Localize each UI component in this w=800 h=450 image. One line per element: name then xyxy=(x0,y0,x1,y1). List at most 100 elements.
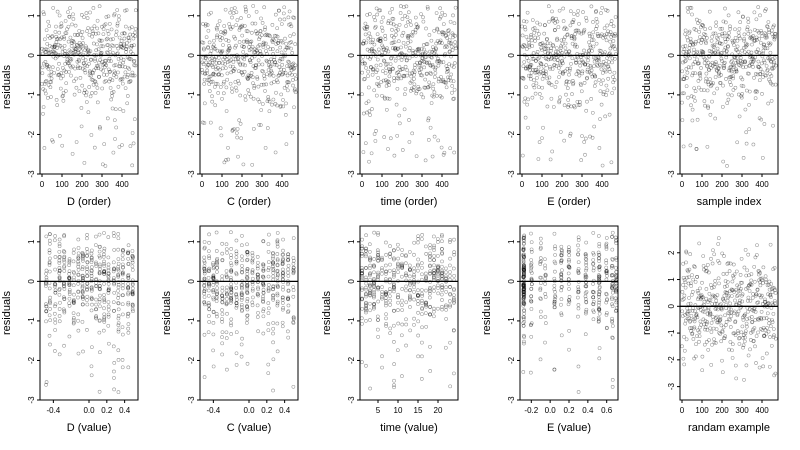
data-point xyxy=(428,289,432,293)
data-point xyxy=(367,12,372,16)
data-point xyxy=(256,287,260,291)
data-point xyxy=(521,256,526,261)
data-point xyxy=(206,282,211,286)
data-point xyxy=(698,319,703,324)
data-point xyxy=(716,320,721,325)
data-point xyxy=(94,277,99,281)
data-point xyxy=(132,63,137,68)
data-point xyxy=(212,85,217,89)
data-point xyxy=(224,247,229,251)
data-point xyxy=(214,67,219,72)
data-point xyxy=(400,261,404,266)
data-point xyxy=(521,293,526,298)
data-point xyxy=(744,141,749,146)
data-point xyxy=(376,230,380,235)
data-point xyxy=(538,42,542,47)
data-point xyxy=(80,285,85,290)
data-point xyxy=(772,266,777,270)
data-point xyxy=(76,328,81,333)
data-point xyxy=(220,335,224,339)
data-point xyxy=(735,48,739,52)
data-point xyxy=(245,267,250,272)
data-point xyxy=(261,263,266,268)
data-point xyxy=(245,304,249,308)
data-point xyxy=(290,51,295,55)
data-point xyxy=(522,43,526,47)
data-point xyxy=(286,297,290,301)
data-point xyxy=(120,302,125,307)
data-point xyxy=(62,295,66,300)
data-point xyxy=(521,300,526,305)
data-point xyxy=(587,31,592,36)
data-point xyxy=(375,314,380,319)
data-point xyxy=(545,76,550,81)
data-point xyxy=(392,281,396,286)
data-point xyxy=(567,245,571,249)
data-point xyxy=(219,133,224,138)
data-point xyxy=(586,58,590,63)
data-point xyxy=(291,269,296,273)
data-point xyxy=(71,283,76,288)
data-point xyxy=(705,262,710,267)
data-point xyxy=(694,334,699,338)
data-point xyxy=(771,62,776,67)
data-point xyxy=(267,109,272,114)
data-point xyxy=(112,376,116,380)
data-point xyxy=(372,264,376,268)
data-point xyxy=(773,34,777,39)
data-point xyxy=(239,292,244,297)
data-point xyxy=(206,267,211,272)
data-point xyxy=(259,108,264,112)
data-point xyxy=(420,56,425,60)
data-point xyxy=(411,88,416,92)
data-point xyxy=(245,283,250,288)
data-point xyxy=(452,288,456,293)
data-point xyxy=(726,317,731,322)
data-point xyxy=(432,90,437,95)
data-point xyxy=(281,256,285,261)
data-point xyxy=(770,301,774,306)
data-point xyxy=(726,295,730,300)
data-point xyxy=(264,72,269,77)
data-point xyxy=(407,56,412,60)
data-point xyxy=(521,290,526,294)
data-point xyxy=(206,301,211,305)
data-point xyxy=(728,301,733,306)
data-point xyxy=(604,38,609,43)
data-point xyxy=(268,64,273,69)
data-point xyxy=(211,364,216,369)
data-point xyxy=(731,74,736,78)
data-point xyxy=(392,270,396,275)
data-point xyxy=(44,382,48,387)
data-point xyxy=(736,30,741,35)
data-point xyxy=(376,287,380,292)
data-point xyxy=(740,77,745,82)
data-point xyxy=(78,32,83,37)
data-point xyxy=(379,25,384,30)
data-point xyxy=(689,94,694,99)
data-point xyxy=(707,298,712,303)
data-point xyxy=(597,298,602,303)
data-point xyxy=(614,281,618,286)
data-point xyxy=(582,81,587,85)
data-point xyxy=(576,238,581,242)
data-point xyxy=(404,288,408,293)
data-point xyxy=(432,134,437,139)
data-point xyxy=(521,255,526,260)
data-point xyxy=(539,46,544,50)
data-point xyxy=(594,41,599,46)
data-point xyxy=(547,64,552,69)
data-point xyxy=(538,236,543,241)
data-point xyxy=(286,296,290,301)
data-point xyxy=(719,51,724,55)
data-point xyxy=(116,301,121,306)
data-point xyxy=(406,40,410,45)
data-point xyxy=(761,44,766,49)
data-point xyxy=(521,295,526,299)
plot-frame xyxy=(679,225,779,401)
data-point xyxy=(102,231,106,235)
data-point xyxy=(105,29,110,33)
data-point xyxy=(53,311,57,316)
